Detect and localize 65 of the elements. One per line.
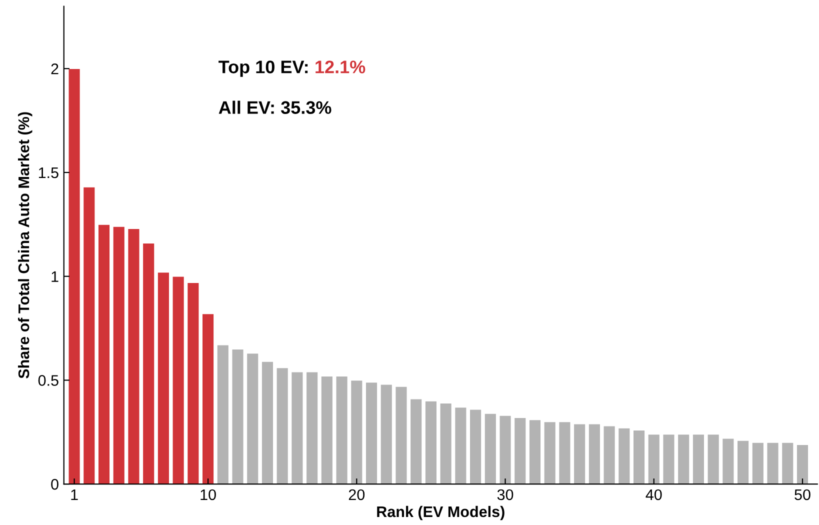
bar — [112, 226, 126, 484]
bar — [246, 352, 259, 484]
bar — [68, 68, 81, 484]
x-tick-label: 10 — [200, 489, 216, 500]
bar — [290, 371, 304, 484]
bar — [632, 430, 646, 484]
x-tick-label: 30 — [497, 489, 514, 500]
bar — [648, 434, 660, 484]
bar — [261, 361, 274, 484]
bar — [781, 442, 794, 484]
bar — [380, 384, 393, 484]
bar — [394, 386, 408, 484]
bar — [677, 434, 690, 484]
bar — [618, 428, 631, 484]
bar — [602, 425, 616, 484]
x-tick-label: 1 — [71, 489, 78, 500]
bar — [528, 419, 542, 484]
bar — [736, 440, 750, 484]
bar — [306, 371, 318, 484]
bar — [706, 434, 720, 484]
y-tick-label: 2 — [51, 63, 58, 74]
bar — [484, 413, 497, 484]
bar — [82, 186, 96, 484]
bar — [350, 380, 364, 484]
annotation: All EV: 35.3% — [218, 100, 332, 114]
bar — [573, 423, 586, 484]
x-tick-label: 40 — [646, 489, 662, 500]
y-tick-label: 1 — [52, 271, 58, 282]
bar — [231, 348, 244, 484]
x-tick-label: 20 — [348, 489, 365, 500]
y-tick-label: 0 — [51, 478, 58, 490]
bar — [410, 398, 422, 484]
annotation: Top 10 EV: 12.1% — [218, 60, 366, 77]
bar — [98, 224, 110, 484]
bar — [469, 408, 482, 484]
bar — [202, 313, 214, 484]
bar — [335, 376, 348, 484]
bar — [796, 444, 809, 484]
bar — [424, 400, 438, 484]
bar — [320, 376, 334, 484]
bar — [722, 438, 735, 484]
bar — [157, 272, 170, 484]
bar — [766, 442, 780, 484]
bar — [662, 434, 676, 484]
bar — [365, 382, 378, 484]
bar — [588, 423, 601, 484]
bar — [498, 415, 512, 484]
bar — [216, 344, 230, 484]
y-tick-label: 0.5 — [38, 375, 58, 386]
bar — [454, 406, 468, 484]
y-tick-label: 1.5 — [38, 168, 58, 178]
y-axis-title: Share of Total China Auto Market (%) — [18, 112, 32, 378]
bar — [514, 417, 526, 484]
bar — [692, 434, 705, 484]
bar — [172, 276, 185, 484]
x-axis-title: Rank (EV Models) — [377, 506, 504, 520]
bar — [439, 402, 452, 484]
bar — [543, 421, 556, 484]
bar — [276, 367, 289, 484]
bar — [186, 282, 200, 484]
bar — [127, 228, 140, 484]
bar — [558, 421, 572, 484]
bar — [752, 442, 764, 484]
x-tick-label: 50 — [794, 489, 810, 500]
bar — [142, 242, 155, 484]
